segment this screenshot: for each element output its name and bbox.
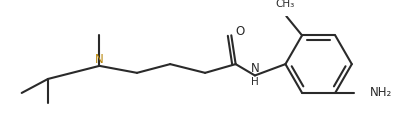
Text: H: H <box>250 77 258 88</box>
Text: O: O <box>235 25 244 38</box>
Text: N: N <box>250 62 259 75</box>
Text: N: N <box>95 53 104 66</box>
Text: NH₂: NH₂ <box>369 86 392 99</box>
Text: CH₃: CH₃ <box>274 0 294 9</box>
